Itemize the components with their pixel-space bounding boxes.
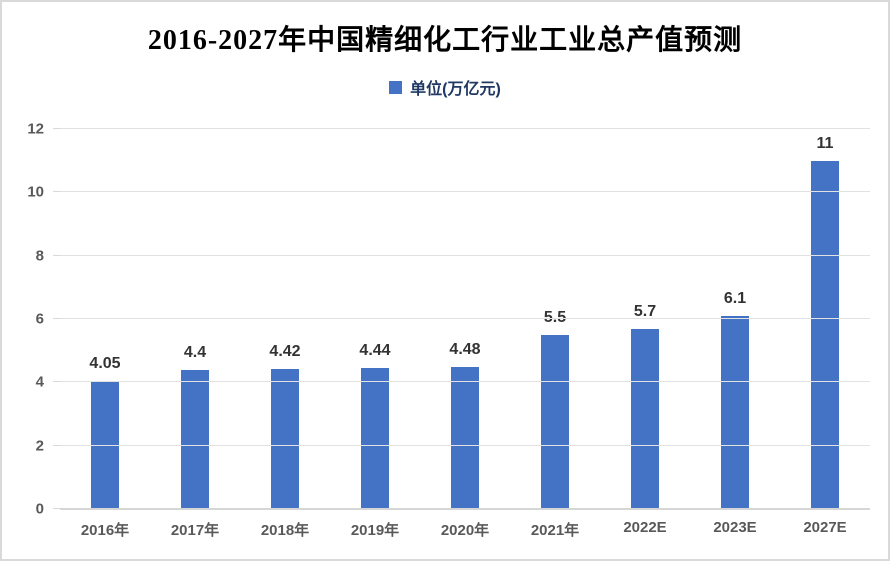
bar-value-label: 4.4 bbox=[183, 343, 207, 361]
bar-value-label: 4.48 bbox=[449, 341, 481, 359]
x-axis-tick-label: 2020年 bbox=[440, 522, 490, 539]
y-axis-tick-label: 8 bbox=[35, 247, 44, 265]
y-tick-mark bbox=[53, 444, 60, 446]
bar-slot: 11 bbox=[780, 129, 870, 509]
bar bbox=[271, 369, 299, 509]
bar bbox=[631, 328, 659, 509]
y-tick-mark bbox=[53, 508, 60, 509]
y-axis-tick-label: 4 bbox=[35, 373, 44, 391]
bar-slot: 4.48 bbox=[420, 129, 510, 509]
bar bbox=[541, 334, 569, 509]
y-tick-mark bbox=[53, 128, 60, 129]
x-axis-tick-label: 2019年 bbox=[350, 522, 400, 539]
bar-slot: 4.44 bbox=[330, 129, 420, 509]
bar bbox=[451, 367, 479, 509]
y-tick-mark bbox=[53, 254, 60, 256]
x-axis-line bbox=[60, 508, 870, 510]
y-axis-tick-label: 2 bbox=[35, 437, 44, 455]
bar-value-label: 5.5 bbox=[543, 308, 567, 326]
chart-title: 2016-2027年中国精细化工行业工业总产值预测 bbox=[147, 25, 743, 56]
gridline bbox=[60, 128, 870, 129]
gridline bbox=[60, 191, 870, 193]
bar bbox=[811, 160, 839, 509]
bar-slot: 5.5 bbox=[510, 129, 600, 509]
legend: 单位(万亿元) bbox=[2, 75, 888, 99]
y-tick-mark bbox=[53, 318, 60, 319]
y-axis-tick-label: 12 bbox=[27, 120, 44, 138]
bars-row: 4.05 4.4 4.42 4.44 4.48 5.5 5.7 6.1 11 bbox=[60, 129, 870, 509]
y-tick-mark bbox=[53, 191, 60, 193]
bar bbox=[361, 368, 389, 509]
y-axis-tick-label: 10 bbox=[27, 183, 44, 201]
bar bbox=[721, 315, 749, 509]
x-axis-tick-label: 2017年 bbox=[170, 522, 220, 539]
bar-slot: 5.7 bbox=[600, 129, 690, 509]
x-axis-tick-label: 2021年 bbox=[530, 522, 580, 539]
gridline bbox=[60, 254, 870, 256]
bar-value-label: 6.1 bbox=[723, 289, 747, 307]
x-axis-tick-label: 2018年 bbox=[260, 522, 310, 539]
bar-value-label: 4.42 bbox=[269, 343, 301, 361]
x-axis-tick-label: 2023E bbox=[713, 519, 757, 536]
y-axis: 0 2 4 6 8 10 12 bbox=[2, 122, 46, 517]
bar-slot: 4.05 bbox=[60, 129, 150, 509]
x-axis: 2016年 2017年 2018年 2019年 2020年 2021年 2022E 2023E… bbox=[60, 519, 870, 540]
bar-value-label: 4.44 bbox=[359, 342, 391, 360]
y-axis-tick-label: 0 bbox=[35, 500, 44, 518]
x-axis-tick-label: 2016年 bbox=[80, 522, 130, 539]
bar-value-label: 11 bbox=[816, 134, 834, 152]
y-axis-tick-label: 6 bbox=[35, 310, 44, 328]
legend-label: 单位(万亿元) bbox=[410, 81, 501, 98]
gridline bbox=[60, 318, 870, 319]
gridline bbox=[60, 444, 870, 446]
bar-slot: 4.42 bbox=[240, 129, 330, 509]
y-tick-mark bbox=[53, 381, 60, 383]
bar bbox=[181, 369, 209, 509]
legend-swatch-icon bbox=[389, 80, 403, 94]
bar-slot: 6.1 bbox=[690, 129, 780, 509]
plot-area: 4.05 4.4 4.42 4.44 4.48 5.5 5.7 6.1 11 bbox=[53, 128, 870, 510]
bar-slot: 4.4 bbox=[150, 129, 240, 509]
x-axis-tick-label: 2022E bbox=[623, 519, 667, 536]
bar-value-label: 5.7 bbox=[633, 302, 657, 320]
gridline bbox=[60, 381, 870, 383]
x-axis-tick-label: 2027E bbox=[803, 519, 847, 536]
bar-value-label: 4.05 bbox=[89, 354, 121, 372]
